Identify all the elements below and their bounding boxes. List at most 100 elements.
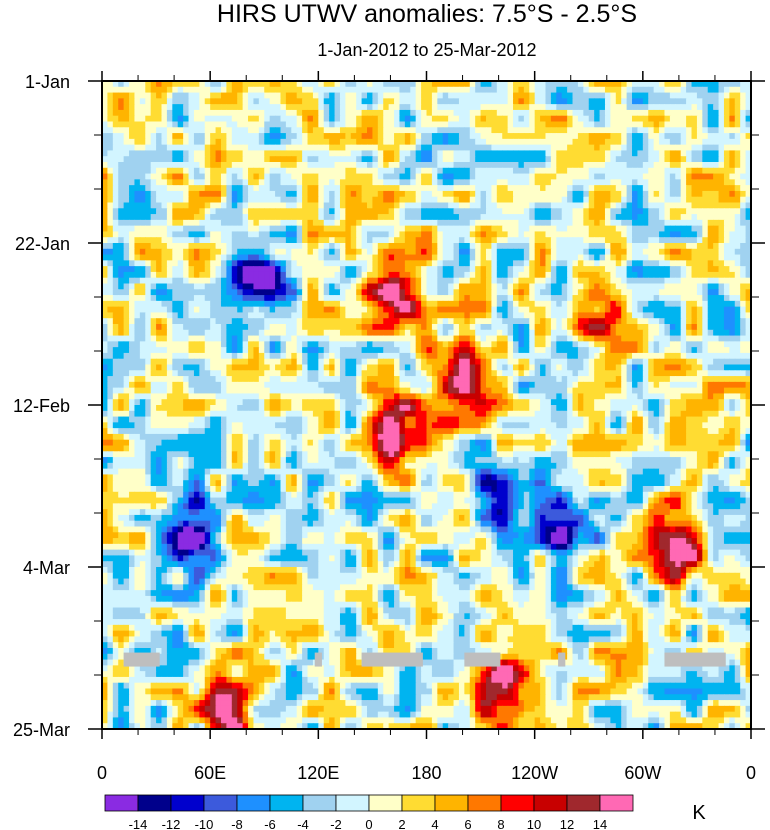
heatmap-cell <box>237 190 244 198</box>
heatmap-cell <box>626 260 633 267</box>
heatmap-cell <box>399 208 406 215</box>
heatmap-cell <box>269 237 276 244</box>
heatmap-cell <box>161 86 168 94</box>
heatmap-cell <box>258 300 265 308</box>
heatmap-cell <box>431 92 438 99</box>
heatmap-cell <box>102 243 109 250</box>
heatmap-cell <box>350 260 357 267</box>
heatmap-cell <box>502 248 509 256</box>
heatmap-cell <box>426 98 433 105</box>
heatmap-cell <box>594 86 601 94</box>
heatmap-cell <box>242 179 249 186</box>
heatmap-cell <box>220 300 227 308</box>
heatmap-cell <box>604 144 611 152</box>
heatmap-cell <box>513 283 520 290</box>
heatmap-cell <box>269 127 276 134</box>
heatmap-cell <box>334 144 341 152</box>
heatmap-cell <box>745 133 752 140</box>
heatmap-cell <box>475 283 482 290</box>
heatmap-cell <box>448 283 455 290</box>
heatmap-cell <box>421 185 428 192</box>
heatmap-cell <box>318 173 325 180</box>
heatmap-cell <box>707 202 714 209</box>
heatmap-cell <box>339 127 346 134</box>
heatmap-cell <box>713 156 720 163</box>
heatmap-cell <box>242 109 249 117</box>
heatmap-cell <box>740 248 747 256</box>
heatmap-cell <box>518 167 525 175</box>
heatmap-cell <box>513 277 520 285</box>
heatmap-cell <box>150 109 157 117</box>
heatmap-cell <box>529 156 536 163</box>
heatmap-cell <box>485 156 492 163</box>
heatmap-cell <box>145 231 152 238</box>
heatmap-cell <box>367 185 374 192</box>
heatmap-cell <box>399 248 406 256</box>
heatmap-cell <box>599 121 606 128</box>
heatmap-cell <box>626 190 633 198</box>
heatmap-cell <box>329 86 336 94</box>
heatmap-cell <box>399 127 406 134</box>
heatmap-cell <box>242 86 249 94</box>
heatmap-cell <box>307 318 314 325</box>
heatmap-cell <box>372 144 379 152</box>
heatmap-cell <box>318 266 325 273</box>
heatmap-cell <box>475 196 482 204</box>
heatmap-cell <box>453 162 460 169</box>
heatmap-cell <box>220 283 227 290</box>
heatmap-cell <box>561 133 568 140</box>
heatmap-cell <box>383 196 390 204</box>
heatmap-cell <box>442 248 449 256</box>
heatmap-cell <box>302 167 309 175</box>
heatmap-cell <box>253 312 260 319</box>
heatmap-cell <box>334 260 341 267</box>
heatmap-cell <box>713 225 720 233</box>
heatmap-cell <box>183 196 190 204</box>
heatmap-cell <box>642 248 649 256</box>
heatmap-cell <box>404 196 411 204</box>
heatmap-cell <box>323 214 330 221</box>
heatmap-cell <box>269 266 276 273</box>
heatmap-cell <box>404 162 411 169</box>
heatmap-cell <box>572 202 579 209</box>
heatmap-cell <box>312 109 319 117</box>
heatmap-cell <box>448 81 455 88</box>
heatmap-cell <box>588 81 595 88</box>
heatmap-cell <box>172 162 179 169</box>
heatmap-cell <box>210 237 217 244</box>
heatmap-cell <box>334 271 341 279</box>
heatmap-cell <box>139 115 146 123</box>
heatmap-cell <box>296 306 303 314</box>
heatmap-cell <box>621 295 628 302</box>
heatmap-cell <box>626 150 633 157</box>
heatmap-cell <box>139 109 146 117</box>
heatmap-cell <box>329 208 336 215</box>
heatmap-cell <box>599 214 606 221</box>
heatmap-cell <box>637 237 644 244</box>
heatmap-cell <box>437 300 444 308</box>
heatmap-cell <box>112 92 119 99</box>
heatmap-cell <box>377 98 384 105</box>
heatmap-cell <box>583 144 590 152</box>
heatmap-cell <box>507 300 514 308</box>
heatmap-cell <box>199 81 206 88</box>
heatmap-cell <box>523 202 530 209</box>
heatmap-cell <box>199 98 206 105</box>
heatmap-cell <box>356 81 363 88</box>
heatmap-cell <box>518 306 525 314</box>
heatmap-cell <box>621 260 628 267</box>
heatmap-cell <box>615 127 622 134</box>
heatmap-cell <box>599 248 606 256</box>
heatmap-cell <box>475 277 482 285</box>
heatmap-cell <box>275 133 282 140</box>
heatmap-cell <box>583 237 590 244</box>
heatmap-cell <box>296 318 303 325</box>
heatmap-cell <box>177 81 184 88</box>
heatmap-cell <box>642 144 649 152</box>
heatmap-cell <box>215 237 222 244</box>
heatmap-cell <box>253 248 260 256</box>
heatmap-cell <box>302 248 309 256</box>
heatmap-cell <box>394 138 401 146</box>
heatmap-cell <box>285 133 292 140</box>
heatmap-cell <box>669 86 676 94</box>
